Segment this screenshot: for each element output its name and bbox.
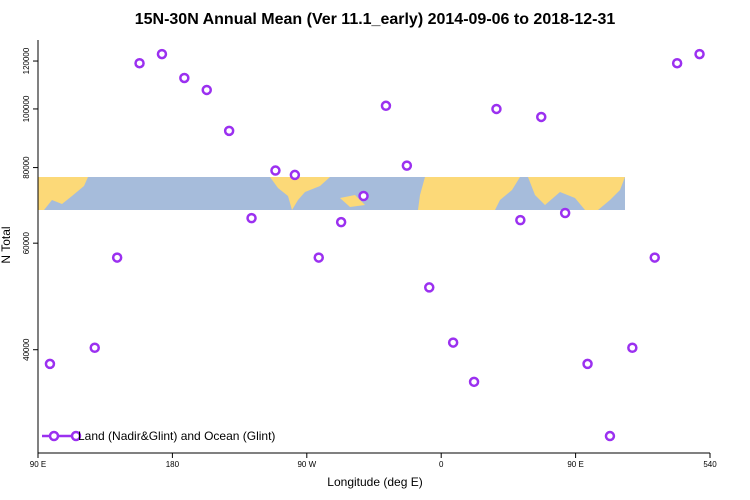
x-tick-label: 90 W — [297, 460, 316, 469]
x-axis-label: Longitude (deg E) — [327, 475, 422, 489]
data-point — [44, 358, 56, 370]
data-point — [380, 100, 392, 112]
data-point — [468, 376, 480, 388]
data-point — [559, 207, 571, 219]
y-axis-label: N Total — [0, 226, 13, 263]
y-tick-label: 60000 — [22, 232, 31, 255]
y-tick-label: 100000 — [22, 95, 31, 122]
data-point — [582, 358, 593, 370]
data-point — [627, 342, 638, 354]
data-point — [111, 252, 123, 263]
y-tick-label: 80000 — [22, 156, 31, 179]
data-point — [270, 165, 281, 176]
x-tick-label: 540 — [703, 460, 717, 469]
data-point — [134, 57, 145, 69]
data-point — [694, 48, 705, 60]
data-point — [335, 216, 347, 228]
x-tick-label: 0 — [439, 460, 444, 469]
data-point — [179, 72, 190, 84]
map-strip — [38, 177, 625, 210]
data-point — [649, 252, 660, 263]
data-point — [447, 337, 459, 348]
data-point — [424, 282, 435, 293]
x-tick-label: 90 E — [567, 460, 583, 469]
data-point — [201, 84, 212, 96]
data-point — [246, 212, 257, 224]
data-point — [156, 48, 168, 60]
y-tick-label: 40000 — [22, 338, 31, 361]
data-point — [604, 430, 616, 442]
data-point — [89, 342, 100, 354]
data-point — [491, 103, 502, 115]
y-tick-label: 120000 — [22, 47, 31, 74]
data-point — [223, 125, 235, 137]
chart-title: 15N-30N Annual Mean (Ver 11.1_early) 201… — [135, 11, 616, 28]
data-point — [401, 160, 413, 171]
data-point — [313, 252, 324, 263]
x-tick-label: 180 — [166, 460, 180, 469]
data-point — [515, 214, 526, 226]
legend-label: Land (Nadir&Glint) and Ocean (Glint) — [78, 429, 275, 443]
legend-marker — [70, 430, 82, 442]
data-point — [671, 57, 683, 69]
data-point — [289, 169, 301, 181]
data-point — [358, 190, 369, 202]
data-point — [536, 111, 547, 123]
x-tick-label: 90 E — [30, 460, 46, 469]
legend-marker — [48, 430, 60, 442]
